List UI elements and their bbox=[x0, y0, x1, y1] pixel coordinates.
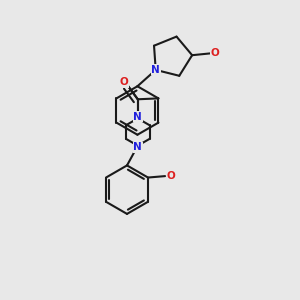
Text: N: N bbox=[134, 112, 142, 122]
Text: N: N bbox=[152, 65, 160, 75]
Text: O: O bbox=[120, 77, 129, 87]
Text: O: O bbox=[210, 48, 219, 59]
Text: N: N bbox=[134, 142, 142, 152]
Text: O: O bbox=[166, 171, 175, 181]
